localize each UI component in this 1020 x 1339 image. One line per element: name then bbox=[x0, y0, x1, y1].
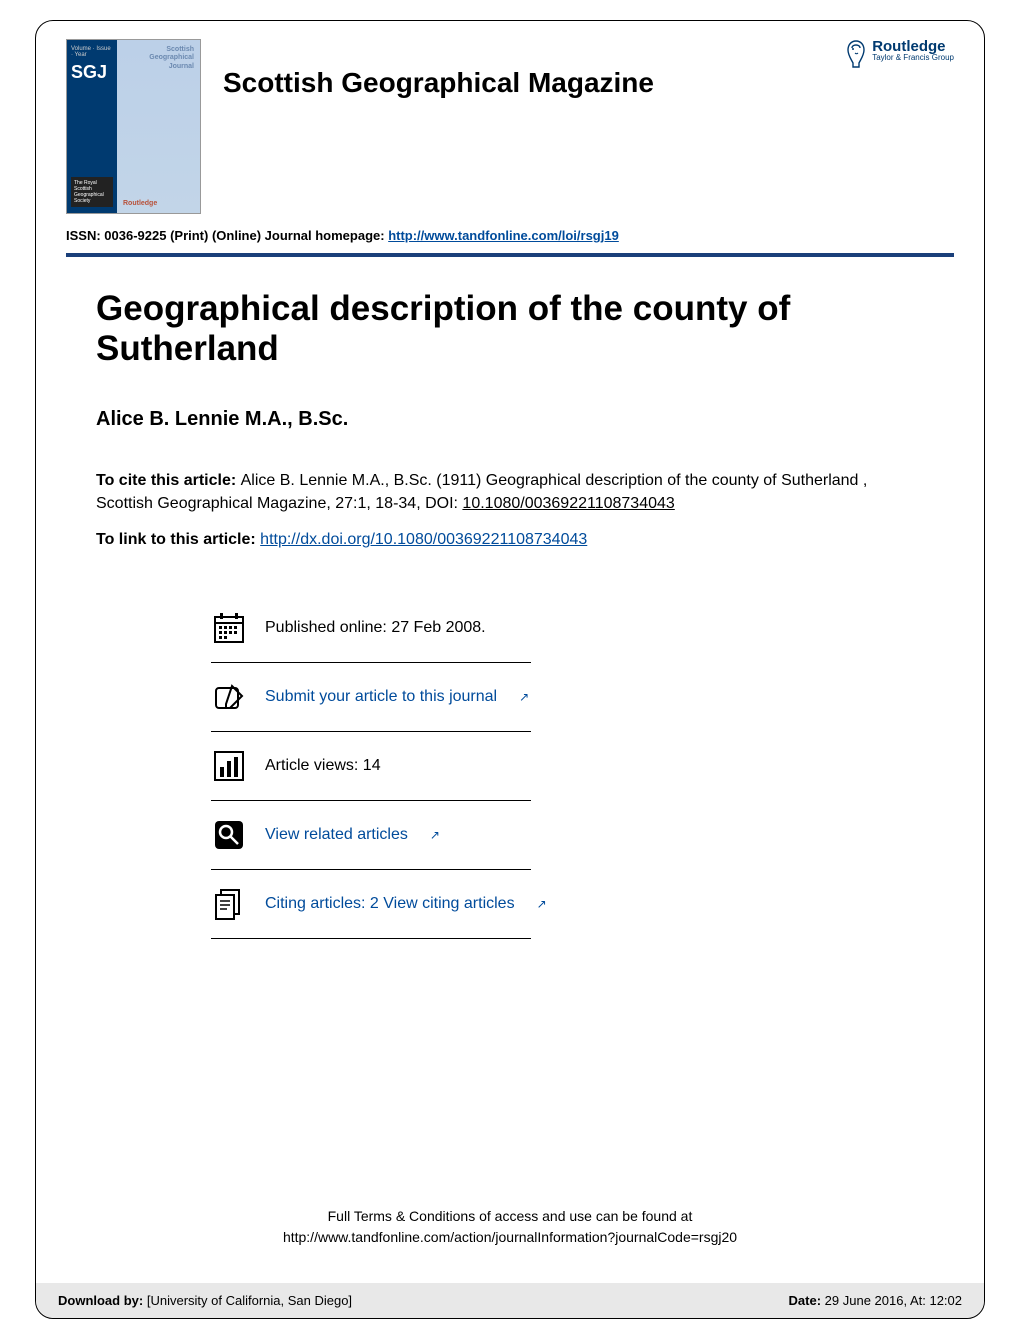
header-row: Volume · Issue · Year SGJ The Royal Scot… bbox=[36, 21, 984, 214]
terms-line1: Full Terms & Conditions of access and us… bbox=[36, 1206, 984, 1227]
routledge-head-icon bbox=[844, 39, 868, 69]
related-icon bbox=[211, 817, 247, 853]
issn-label: ISSN: 0036-9225 (Print) (Online) Journal… bbox=[66, 228, 388, 243]
article-title: Geographical description of the county o… bbox=[36, 257, 984, 378]
cover-title: Scottish Geographical Journal bbox=[123, 46, 194, 71]
journal-homepage-link[interactable]: http://www.tandfonline.com/loi/rsgj19 bbox=[388, 228, 619, 243]
citation-block: To cite this article: Alice B. Lennie M.… bbox=[36, 441, 984, 515]
action-published: Published online: 27 Feb 2008. bbox=[211, 594, 924, 662]
terms-url-link[interactable]: http://www.tandfonline.com/action/journa… bbox=[283, 1229, 737, 1245]
submit-text: Submit your article to this journal bbox=[265, 688, 497, 706]
footer-bar: Download by: [University of California, … bbox=[36, 1283, 984, 1318]
download-by: [University of California, San Diego] bbox=[147, 1293, 352, 1308]
download-info: Download by: [University of California, … bbox=[58, 1293, 352, 1308]
citing-icon bbox=[211, 886, 247, 922]
external-link-icon: ↗ bbox=[430, 828, 440, 842]
cover-abbrev: SGJ bbox=[71, 62, 113, 83]
external-link-icon: ↗ bbox=[537, 897, 547, 911]
journal-name: Scottish Geographical Magazine bbox=[223, 67, 654, 99]
chart-icon bbox=[211, 748, 247, 784]
publisher-text: Routledge Taylor & Francis Group bbox=[872, 39, 954, 62]
download-label: Download by: bbox=[58, 1293, 147, 1308]
date-info: Date: 29 June 2016, At: 12:02 bbox=[789, 1293, 962, 1308]
date-value: 29 June 2016, At: 12:02 bbox=[825, 1293, 962, 1308]
citation-doi-link[interactable]: 10.1080/00369221108734043 bbox=[462, 495, 674, 512]
link-line: To link to this article: http://dx.doi.o… bbox=[36, 515, 984, 549]
citing-text: Citing articles: 2 View citing articles bbox=[265, 895, 515, 913]
action-divider bbox=[211, 938, 531, 939]
publisher-logo: Routledge Taylor & Francis Group bbox=[844, 39, 954, 69]
page-frame: Volume · Issue · Year SGJ The Royal Scot… bbox=[35, 20, 985, 1319]
cover-spine: Volume · Issue · Year SGJ The Royal Scot… bbox=[67, 40, 117, 213]
views-text: Article views: 14 bbox=[265, 757, 381, 775]
issn-line: ISSN: 0036-9225 (Print) (Online) Journal… bbox=[36, 220, 984, 253]
cover-issue-info: Volume · Issue · Year bbox=[71, 46, 113, 58]
related-text: View related articles bbox=[265, 826, 408, 844]
actions-list: Published online: 27 Feb 2008. Submit yo… bbox=[36, 549, 984, 939]
calendar-icon bbox=[211, 610, 247, 646]
published-text: Published online: 27 Feb 2008. bbox=[265, 619, 486, 637]
external-link-icon: ↗ bbox=[519, 690, 529, 704]
action-citing[interactable]: Citing articles: 2 View citing articles … bbox=[211, 870, 924, 938]
action-related[interactable]: View related articles ↗ bbox=[211, 801, 924, 869]
cover-imprint: Routledge bbox=[123, 200, 194, 207]
submit-icon bbox=[211, 679, 247, 715]
footer-terms: Full Terms & Conditions of access and us… bbox=[36, 1206, 984, 1248]
action-submit[interactable]: Submit your article to this journal ↗ bbox=[211, 663, 924, 731]
cover-right-panel: Scottish Geographical Journal Routledge bbox=[117, 40, 200, 213]
cite-label: To cite this article: bbox=[96, 472, 241, 489]
journal-cover-thumbnail: Volume · Issue · Year SGJ The Royal Scot… bbox=[66, 39, 201, 214]
action-views: Article views: 14 bbox=[211, 732, 924, 800]
date-label: Date: bbox=[789, 1293, 825, 1308]
article-authors: Alice B. Lennie M.A., B.Sc. bbox=[36, 378, 984, 441]
cover-org: The Royal Scottish Geographical Society bbox=[71, 177, 113, 207]
link-label: To link to this article: bbox=[96, 531, 260, 548]
article-doi-link[interactable]: http://dx.doi.org/10.1080/00369221108734… bbox=[260, 531, 587, 548]
publisher-name: Routledge bbox=[872, 39, 954, 54]
publisher-group: Taylor & Francis Group bbox=[872, 54, 954, 62]
